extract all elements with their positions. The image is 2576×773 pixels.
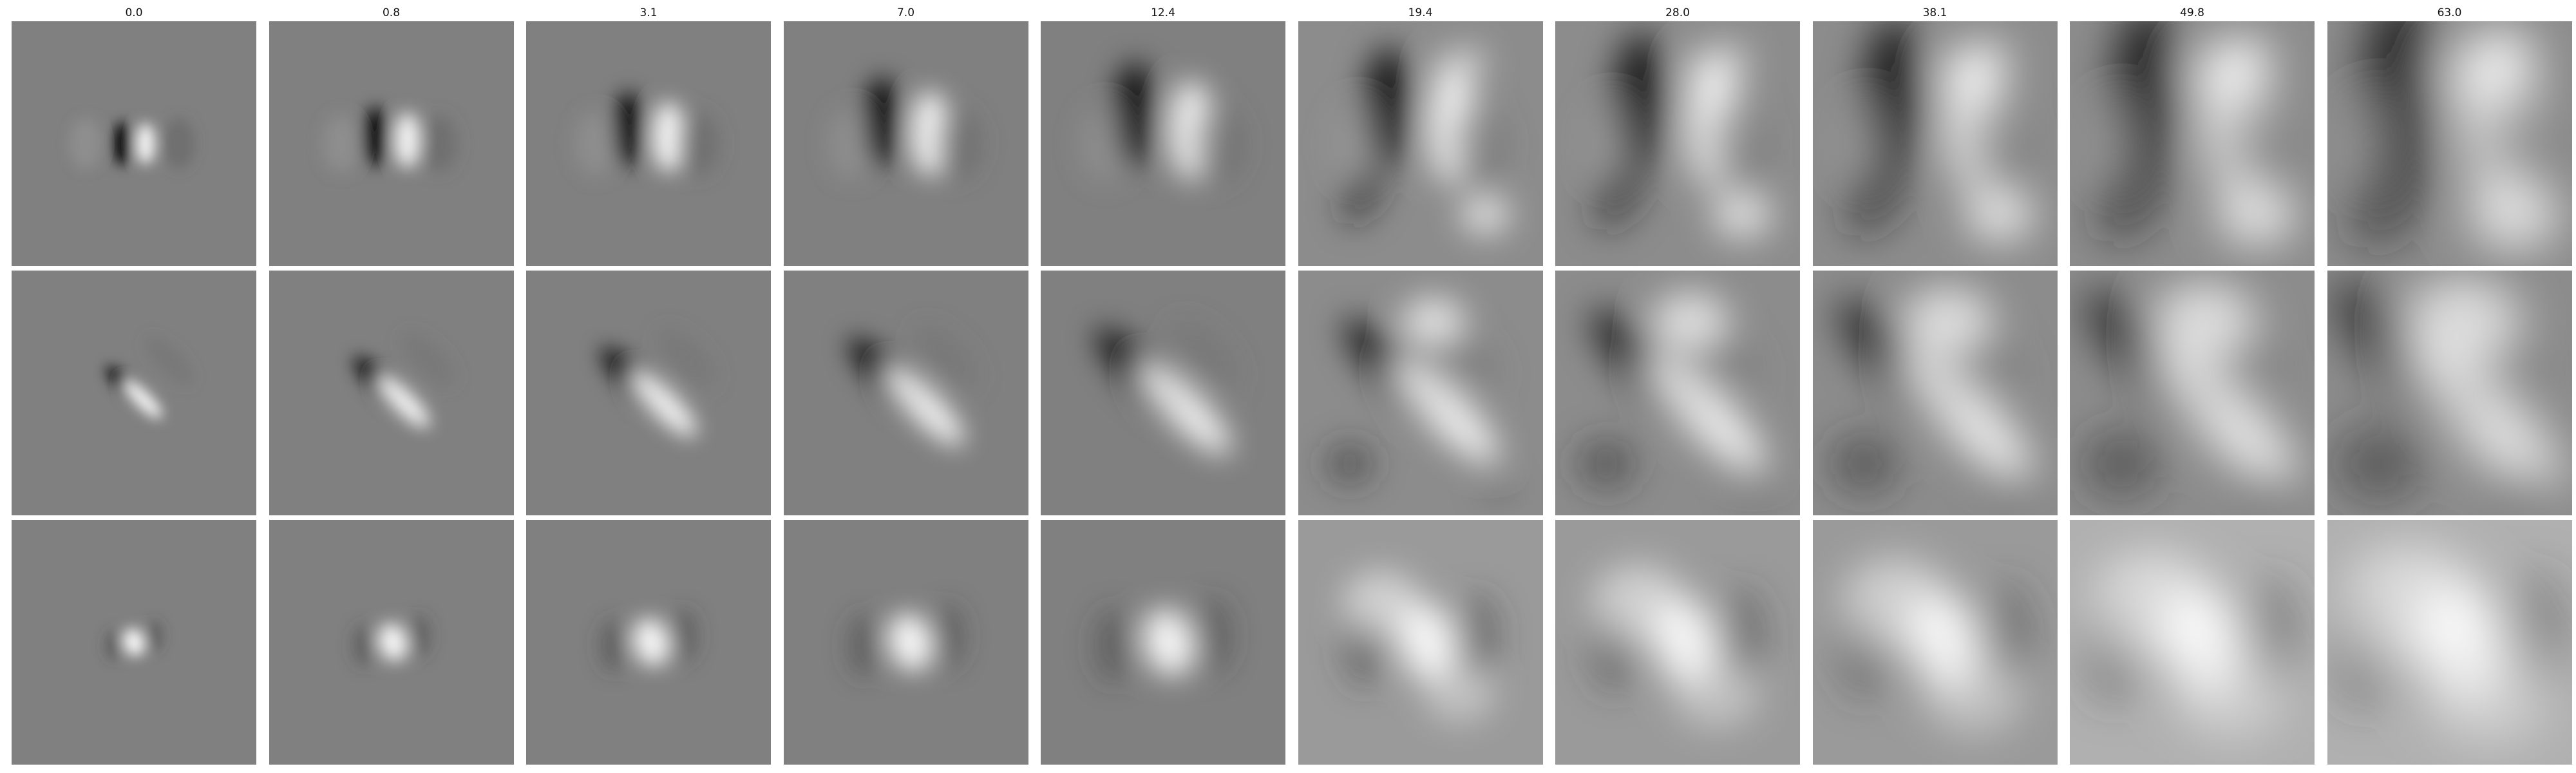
filter-panel-r3-c5 bbox=[1041, 520, 1285, 765]
filter-panel-r1-c9 bbox=[2070, 21, 2315, 266]
column-title: 0.8 bbox=[382, 6, 401, 19]
filter-panel-r1-c5 bbox=[1041, 21, 1285, 266]
column-title: 63.0 bbox=[2437, 6, 2462, 19]
filter-panel-r3-c7 bbox=[1555, 520, 1800, 765]
filter-panel-r2-c6 bbox=[1298, 271, 1543, 515]
filter-image bbox=[1812, 21, 2058, 266]
filter-panel-r1-c8 bbox=[1812, 21, 2058, 266]
filter-image bbox=[12, 21, 256, 266]
column-title: 28.0 bbox=[1665, 6, 1690, 19]
filter-panel-r3-c10 bbox=[2327, 520, 2572, 765]
filter-image bbox=[783, 21, 1028, 266]
filter-image bbox=[2070, 520, 2315, 765]
filter-panel-r3-c8 bbox=[1812, 520, 2058, 765]
filter-image bbox=[526, 21, 771, 266]
filter-image bbox=[1298, 520, 1543, 765]
filter-panel-r1-c6 bbox=[1298, 21, 1543, 266]
filter-panel-r1-c4 bbox=[783, 21, 1028, 266]
filter-image bbox=[783, 520, 1028, 765]
filter-image bbox=[1041, 271, 1285, 515]
filter-panel-r1-c2 bbox=[269, 21, 514, 266]
filter-image bbox=[1555, 520, 1800, 765]
filter-panel-r3-c1 bbox=[12, 520, 256, 765]
filter-image bbox=[1041, 520, 1285, 765]
column-title: 7.0 bbox=[896, 6, 915, 19]
column-title: 0.0 bbox=[125, 6, 143, 19]
column-title: 3.1 bbox=[639, 6, 658, 19]
filter-image bbox=[1555, 271, 1800, 515]
filter-image bbox=[1298, 21, 1543, 266]
filter-panel-r3-c3 bbox=[526, 520, 771, 765]
column-title: 19.4 bbox=[1408, 6, 1433, 19]
filter-panel-r2-c4 bbox=[783, 271, 1028, 515]
filter-panel-r2-c8 bbox=[1812, 271, 2058, 515]
filter-panel-r3-c9 bbox=[2070, 520, 2315, 765]
filter-panel-r1-c3 bbox=[526, 21, 771, 266]
filter-panel-r2-c7 bbox=[1555, 271, 1800, 515]
filter-panel-r1-c7 bbox=[1555, 21, 1800, 266]
filter-image bbox=[2327, 21, 2572, 266]
filter-image bbox=[1812, 271, 2058, 515]
filter-image bbox=[1298, 271, 1543, 515]
filter-image bbox=[2327, 271, 2572, 515]
filter-image bbox=[1041, 21, 1285, 266]
filter-image bbox=[526, 271, 771, 515]
filter-panel-r3-c4 bbox=[783, 520, 1028, 765]
filter-image bbox=[783, 271, 1028, 515]
filter-image bbox=[2070, 271, 2315, 515]
filter-image bbox=[526, 520, 771, 765]
filter-image bbox=[269, 21, 514, 266]
filter-image bbox=[2070, 21, 2315, 266]
filter-panel-r2-c5 bbox=[1041, 271, 1285, 515]
filter-panel-r3-c2 bbox=[269, 520, 514, 765]
filter-panel-r3-c6 bbox=[1298, 520, 1543, 765]
filter-image bbox=[1555, 21, 1800, 266]
filter-panel-r1-c10 bbox=[2327, 21, 2572, 266]
filter-image bbox=[12, 520, 256, 765]
filter-panel-r2-c10 bbox=[2327, 271, 2572, 515]
filter-image bbox=[269, 520, 514, 765]
filter-panel-r2-c1 bbox=[12, 271, 256, 515]
filter-image bbox=[269, 271, 514, 515]
filter-image bbox=[12, 271, 256, 515]
filter-panel-r1-c1 bbox=[12, 21, 256, 266]
column-title: 12.4 bbox=[1151, 6, 1175, 19]
filter-image bbox=[1812, 520, 2058, 765]
column-title: 49.8 bbox=[2180, 6, 2204, 19]
filter-panel-r2-c2 bbox=[269, 271, 514, 515]
column-title: 38.1 bbox=[1922, 6, 1947, 19]
filter-panel-r2-c3 bbox=[526, 271, 771, 515]
filter-panel-r2-c9 bbox=[2070, 271, 2315, 515]
filter-image bbox=[2327, 520, 2572, 765]
